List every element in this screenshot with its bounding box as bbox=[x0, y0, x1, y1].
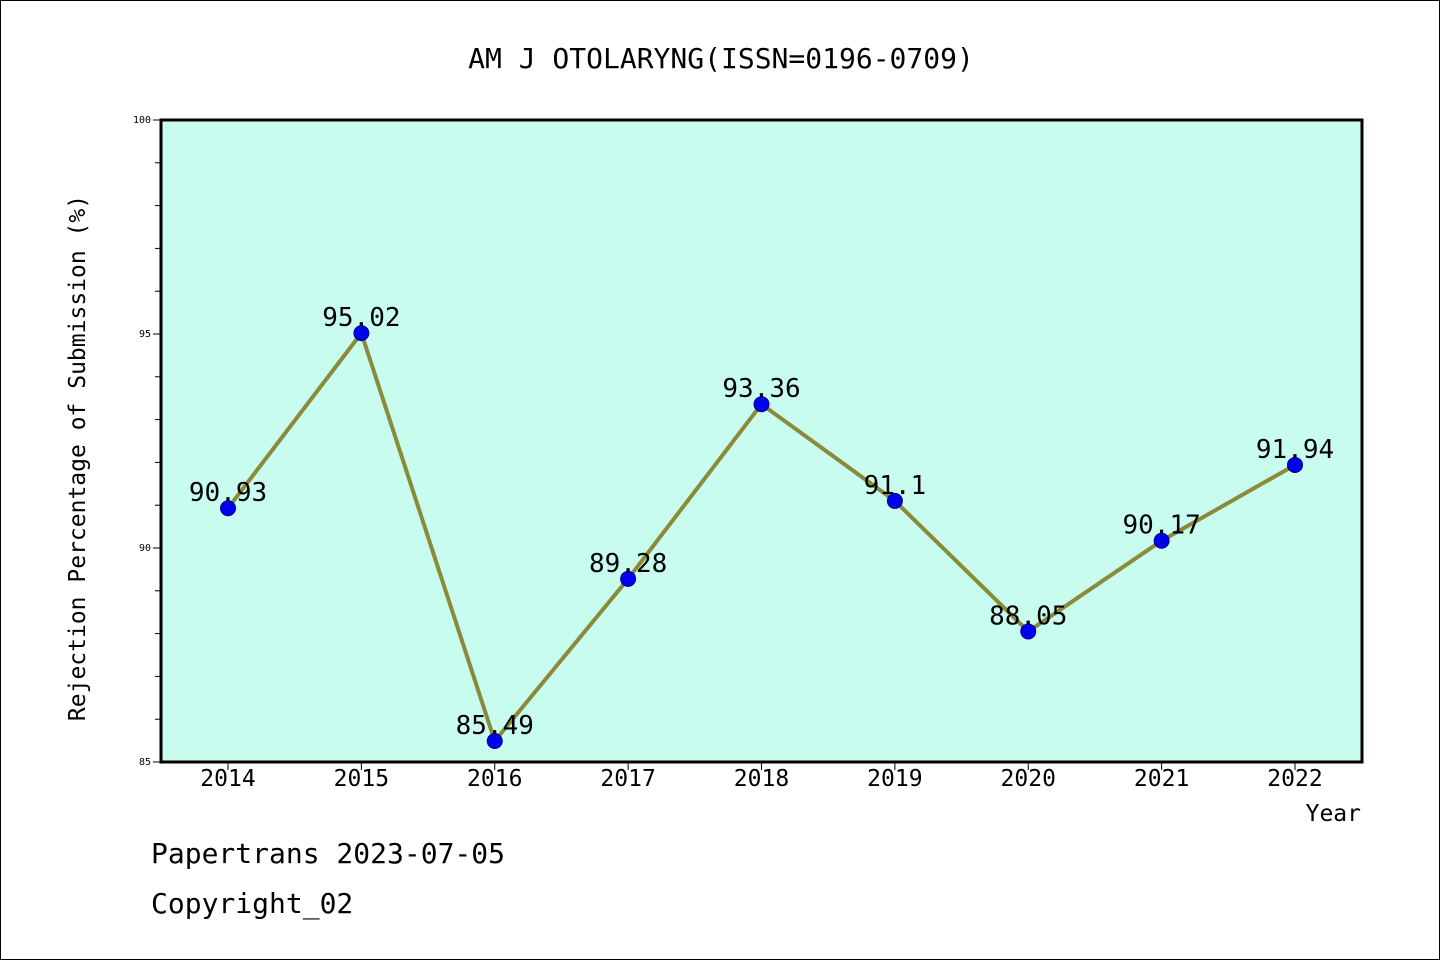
x-tick-label: 2014 bbox=[200, 766, 255, 792]
data-point bbox=[753, 396, 770, 413]
x-tick-label: 2019 bbox=[867, 766, 922, 792]
data-label: 88.05 bbox=[989, 601, 1067, 631]
data-label: 91.94 bbox=[1256, 435, 1334, 465]
data-label: 90.17 bbox=[1122, 511, 1200, 541]
data-label: 89.28 bbox=[589, 549, 667, 579]
data-label: 93.36 bbox=[722, 374, 800, 404]
data-label: 95.02 bbox=[322, 303, 400, 333]
data-label: 90.93 bbox=[189, 478, 267, 508]
data-point bbox=[220, 500, 236, 517]
data-point bbox=[620, 570, 637, 587]
x-axis-label: Year bbox=[1306, 801, 1361, 827]
y-tick-label: 85 bbox=[139, 757, 151, 768]
x-tick-label: 2022 bbox=[1267, 766, 1322, 792]
plot-area bbox=[161, 120, 1362, 762]
data-label: 91.1 bbox=[864, 471, 927, 501]
plot-border bbox=[159, 118, 1364, 764]
footer-copyright: Copyright_02 bbox=[151, 887, 354, 920]
y-tick-label: 100 bbox=[133, 115, 151, 126]
x-tick-label: 2018 bbox=[734, 766, 789, 792]
x-tick-label: 2016 bbox=[467, 766, 522, 792]
footer-date: Papertrans 2023-07-05 bbox=[151, 837, 506, 870]
data-point bbox=[1020, 623, 1037, 640]
chart-title: AM J OTOLARYNG(ISSN=0196-0709) bbox=[468, 42, 974, 75]
data-point bbox=[1287, 456, 1303, 473]
data-point bbox=[486, 733, 503, 750]
data-label: 85.49 bbox=[456, 711, 534, 741]
x-tick-label: 2015 bbox=[334, 766, 389, 792]
y-axis-label: Rejection Percentage of Submission (%) bbox=[65, 195, 91, 721]
x-tick-label: 2017 bbox=[600, 766, 655, 792]
data-point bbox=[886, 492, 903, 509]
data-point bbox=[353, 325, 370, 342]
y-tick-label: 90 bbox=[139, 543, 151, 554]
data-point bbox=[1153, 532, 1170, 549]
x-tick-label: 2021 bbox=[1134, 766, 1189, 792]
x-tick-label: 2020 bbox=[1001, 766, 1056, 792]
y-tick-label: 95 bbox=[139, 329, 151, 340]
